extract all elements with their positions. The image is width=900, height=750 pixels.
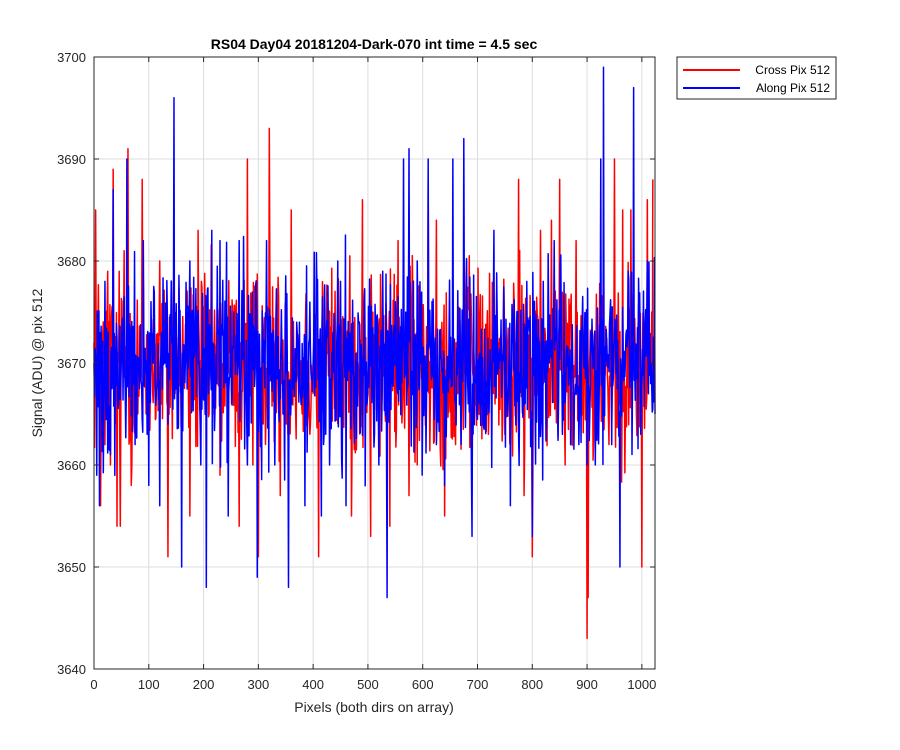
x-tick-label: 700 — [467, 677, 489, 692]
y-tick-label: 3670 — [57, 356, 86, 371]
x-tick-label: 1000 — [627, 677, 656, 692]
y-tick-label: 3680 — [57, 254, 86, 269]
x-tick-label: 200 — [193, 677, 215, 692]
legend-box — [676, 56, 837, 100]
legend-label-cross: Cross Pix 512 — [755, 63, 830, 77]
y-tick-label: 3690 — [57, 152, 86, 167]
y-axis-title: Signal (ADU) @ pix 512 — [29, 288, 45, 437]
x-tick-label: 800 — [521, 677, 543, 692]
y-tick-label: 3640 — [57, 662, 86, 677]
y-tick-label: 3660 — [57, 458, 86, 473]
x-tick-label: 100 — [138, 677, 160, 692]
tick-labels: 0 100 200 300 400 500 600 700 800 900 1000 3640 3650… — [57, 50, 656, 692]
x-tick-label: 600 — [412, 677, 434, 692]
y-tick-label: 3700 — [57, 50, 86, 65]
x-tick-label: 0 — [90, 677, 97, 692]
x-tick-label: 900 — [576, 677, 598, 692]
x-axis-title: Pixels (both dirs on array) — [294, 699, 454, 715]
x-tick-label: 400 — [302, 677, 324, 692]
legend-label-along: Along Pix 512 — [756, 81, 830, 95]
series-layer — [93, 66, 656, 640]
x-tick-label: 500 — [357, 677, 379, 692]
series-line-along-pix-512 — [93, 66, 656, 599]
y-tick-label: 3650 — [57, 560, 86, 575]
legend: Cross Pix 512 Along Pix 512 — [676, 56, 837, 100]
ticks — [93, 56, 655, 670]
chart-title: RS04 Day04 20181204-Dark-070 int time = … — [211, 36, 538, 52]
x-tick-label: 300 — [248, 677, 270, 692]
